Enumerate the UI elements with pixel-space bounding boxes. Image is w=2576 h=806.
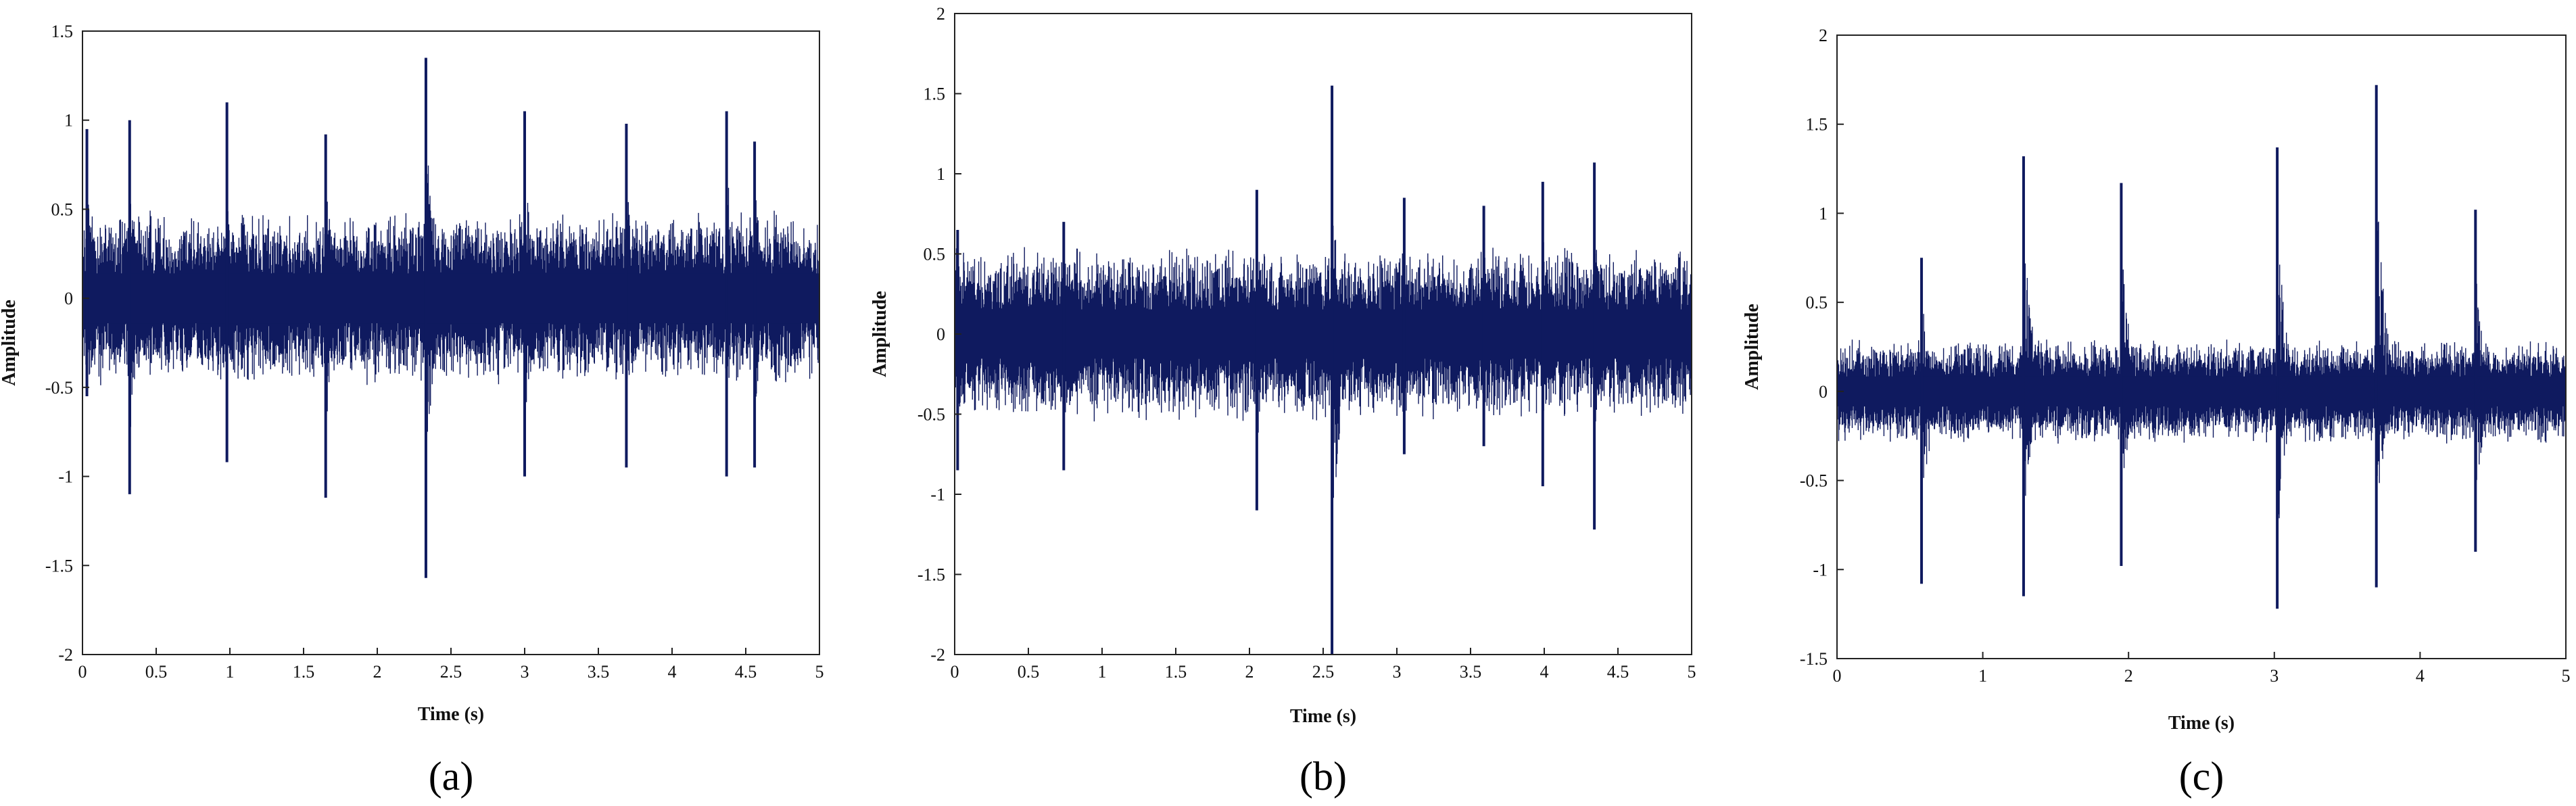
y-axis-title: Amplitude xyxy=(0,300,20,386)
y-tick-label: 1.5 xyxy=(51,22,74,41)
x-tick-label: 2 xyxy=(373,662,382,682)
y-tick-label: -2 xyxy=(58,645,73,665)
panel-caption: (b) xyxy=(1299,754,1347,799)
y-tick-label: 1.5 xyxy=(924,85,946,104)
x-tick-label: 5 xyxy=(2562,666,2571,686)
x-tick-label: 4 xyxy=(2416,666,2425,686)
x-tick-label: 5 xyxy=(1688,662,1696,682)
x-tick-label: 0.5 xyxy=(1018,662,1040,682)
x-axis-title: Time (s) xyxy=(1290,706,1356,727)
x-tick-label: 1 xyxy=(226,662,235,682)
x-tick-label: 1.5 xyxy=(293,662,315,682)
y-tick-label: 0.5 xyxy=(924,245,946,264)
x-axis-title: Time (s) xyxy=(2168,713,2235,734)
y-tick-label: 0 xyxy=(64,289,73,308)
x-tick-label: 3 xyxy=(1393,662,1402,682)
x-tick-label: 0 xyxy=(951,662,959,682)
chart-panel-a: 0 0.5 1 1.5 2 2.5 3 3.5 4 4.5 5 -2 -1.5 -1 -0.5 0 0.5 1 1.… xyxy=(0,22,824,799)
y-tick-label: 2 xyxy=(936,4,945,24)
signal-core-band xyxy=(1837,376,2566,406)
y-tick-label: 0 xyxy=(936,325,945,344)
y-tick-label: 0.5 xyxy=(51,199,74,219)
y-tick-label: -1 xyxy=(58,467,73,487)
y-tick-label: -2 xyxy=(930,645,945,665)
axes: 0 0.5 1 1.5 2 2.5 3 3.5 4 4.5 5 -2 -1.5 -1 -0.5 0 0.5 1 1.… xyxy=(45,22,824,682)
panel-caption: (a) xyxy=(429,754,474,799)
y-tick-label: 0 xyxy=(1819,382,1828,402)
x-tick-label: 1 xyxy=(1978,666,1987,686)
signal-core-band xyxy=(955,309,1692,359)
y-tick-label: 1 xyxy=(936,164,945,184)
signal-core-band xyxy=(82,273,819,324)
axes: 0 1 2 3 4 5 -1.5 -1 -0.5 0 0.5 1 1.5 2 xyxy=(1800,26,2571,686)
chart-panel-c: 0 1 2 3 4 5 -1.5 -1 -0.5 0 0.5 1 1.5 2 Time (s) Ampli… xyxy=(1742,26,2571,799)
plot-area xyxy=(1837,85,2566,609)
y-tick-label: -1 xyxy=(930,485,945,504)
panel-caption: (c) xyxy=(2179,754,2224,799)
x-tick-label: 0.5 xyxy=(145,662,168,682)
y-axis-title: Amplitude xyxy=(869,291,890,377)
x-tick-label: 0 xyxy=(1833,666,1842,686)
plot-area xyxy=(955,85,1692,655)
y-tick-label: -1.5 xyxy=(917,565,945,585)
x-tick-label: 2 xyxy=(1245,662,1254,682)
y-tick-label: -1.5 xyxy=(1800,649,1828,669)
y-tick-label: 0.5 xyxy=(1806,293,1828,312)
axes: 0 0.5 1 1.5 2 2.5 3 3.5 4 4.5 5 -2 -1.5 -1 -0.5 0 0.5 1 1.… xyxy=(917,4,1696,682)
y-tick-label: -0.5 xyxy=(917,405,945,425)
x-tick-label: 3 xyxy=(521,662,529,682)
x-tick-label: 1.5 xyxy=(1165,662,1187,682)
x-tick-label: 2.5 xyxy=(440,662,462,682)
axes-frame xyxy=(1836,34,2567,659)
x-tick-label: 4.5 xyxy=(1607,662,1629,682)
y-tick-label: -1 xyxy=(1813,560,1828,579)
y-tick-label: 1 xyxy=(1819,204,1828,223)
y-tick-label: -1.5 xyxy=(45,556,73,575)
x-tick-label: 3.5 xyxy=(1460,662,1482,682)
x-tick-label: 0 xyxy=(78,662,87,682)
signal-trace xyxy=(1837,221,2566,519)
x-tick-label: 3 xyxy=(2270,666,2279,686)
x-axis-title: Time (s) xyxy=(418,704,484,725)
x-tick-label: 2.5 xyxy=(1312,662,1335,682)
y-tick-label: -0.5 xyxy=(1800,471,1828,491)
x-tick-label: 1 xyxy=(1098,662,1107,682)
x-tick-label: 3.5 xyxy=(588,662,610,682)
y-tick-label: -0.5 xyxy=(45,378,73,398)
y-tick-label: 1 xyxy=(64,111,73,131)
y-tick-label: 2 xyxy=(1819,26,1828,45)
chart-panel-b: 0 0.5 1 1.5 2 2.5 3 3.5 4 4.5 5 -2 -1.5 -1 -0.5 0 0.5 1 1.… xyxy=(869,4,1696,799)
x-tick-label: 5 xyxy=(815,662,824,682)
x-tick-label: 2 xyxy=(2124,666,2133,686)
plot-area xyxy=(82,57,819,578)
x-tick-label: 4 xyxy=(1540,662,1549,682)
y-tick-label: 1.5 xyxy=(1806,115,1828,135)
x-tick-label: 4 xyxy=(668,662,677,682)
y-axis-title: Amplitude xyxy=(1742,304,1763,390)
x-tick-label: 4.5 xyxy=(735,662,757,682)
